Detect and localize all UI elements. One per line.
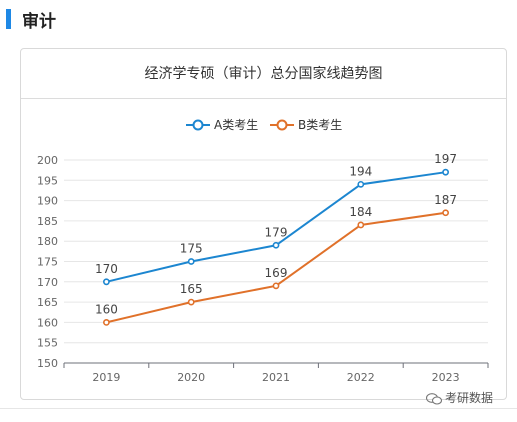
x-tick-label: 2023 bbox=[432, 371, 460, 384]
legend-marker bbox=[192, 119, 204, 131]
y-tick-label: 155 bbox=[37, 337, 58, 350]
data-point bbox=[272, 241, 280, 249]
data-point bbox=[187, 298, 195, 306]
data-point bbox=[442, 168, 449, 176]
data-label: 179 bbox=[265, 225, 288, 239]
data-label: 165 bbox=[180, 282, 203, 296]
watermark-text: 考研数据 bbox=[445, 391, 494, 405]
legend-label: B类考生 bbox=[298, 118, 342, 132]
x-tick-label: 2019 bbox=[92, 371, 120, 384]
data-label: 184 bbox=[349, 205, 372, 219]
y-tick-label: 190 bbox=[37, 195, 58, 208]
data-point bbox=[442, 209, 449, 217]
data-point bbox=[272, 282, 280, 290]
section-title: 审计 bbox=[22, 12, 56, 32]
data-label: 194 bbox=[349, 164, 372, 178]
y-tick-label: 200 bbox=[37, 154, 58, 167]
y-tick-label: 150 bbox=[37, 357, 58, 370]
data-label: 175 bbox=[180, 242, 203, 256]
y-tick-label: 180 bbox=[37, 235, 58, 248]
y-tick-label: 195 bbox=[37, 174, 58, 187]
section-header: 审计 bbox=[0, 0, 517, 38]
x-tick-label: 2020 bbox=[177, 371, 205, 384]
data-point bbox=[103, 318, 110, 326]
section-accent-bar bbox=[6, 9, 11, 29]
data-label: 197 bbox=[434, 152, 457, 166]
y-tick-label: 185 bbox=[37, 215, 58, 228]
y-tick-label: 175 bbox=[37, 256, 58, 269]
x-tick-label: 2021 bbox=[262, 371, 290, 384]
data-label: 170 bbox=[95, 262, 118, 276]
data-point bbox=[187, 258, 195, 265]
data-label: 169 bbox=[265, 266, 288, 280]
footer-divider bbox=[0, 408, 517, 409]
chart-card: 经济学专硕（审计）总分国家线趋势图 bbox=[20, 48, 507, 400]
data-point bbox=[103, 278, 110, 286]
legend-label: A类考生 bbox=[214, 118, 258, 132]
data-label: 187 bbox=[434, 193, 457, 207]
data-label: 160 bbox=[95, 302, 118, 316]
wechat-icon bbox=[426, 392, 442, 405]
y-tick-label: 170 bbox=[37, 276, 58, 289]
data-point bbox=[357, 221, 365, 229]
chart-title: 经济学专硕（审计）总分国家线趋势图 bbox=[21, 49, 506, 99]
watermark: 考研数据 bbox=[426, 389, 493, 406]
x-tick-label: 2022 bbox=[347, 371, 375, 384]
data-point bbox=[357, 180, 365, 188]
y-tick-label: 165 bbox=[37, 296, 58, 309]
y-tick-label: 160 bbox=[37, 316, 58, 329]
legend-marker bbox=[276, 119, 288, 131]
